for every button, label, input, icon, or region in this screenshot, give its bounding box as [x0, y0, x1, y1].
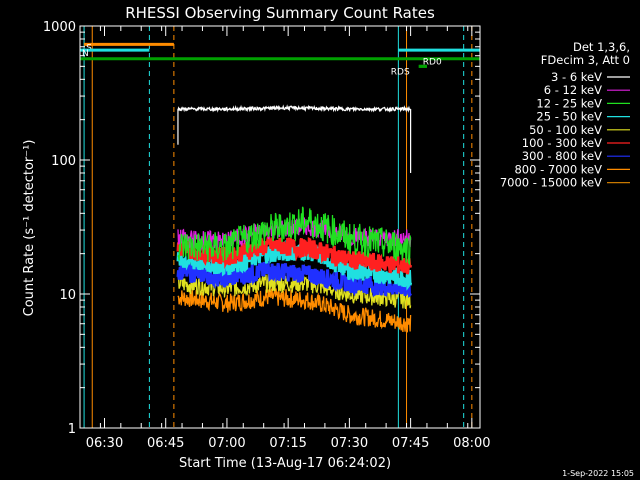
flag-label-3: RD0	[423, 57, 442, 67]
x-axis-label: Start Time (13-Aug-17 06:24:02)	[179, 456, 391, 471]
series-line-6	[176, 260, 412, 298]
legend-label-6: 300 - 800 keV	[522, 149, 602, 163]
x-tick-label-4: 07:30	[331, 436, 368, 451]
y-tick-label-3: 1000	[43, 20, 76, 35]
legend-header-1: FDecim 3, Att 0	[541, 53, 630, 67]
chart-title: RHESSI Observing Summary Count Rates	[125, 4, 435, 22]
y-axis-label: Count Rate (s⁻¹ detector⁻¹)	[22, 140, 37, 317]
x-tick-label-0: 06:30	[86, 436, 123, 451]
plot-area: SN RD0 RDS 1 10 100 1000 06:30 06:45 07:00 07:15 07…	[43, 20, 491, 451]
legend-header-0: Det 1,3,6,	[573, 40, 630, 54]
x-tick-label-1: 06:45	[147, 436, 184, 451]
plot-frame	[79, 25, 481, 429]
legend-label-8: 7000 - 15000 keV	[500, 176, 602, 190]
y-tick-label-0: 1	[68, 422, 76, 437]
x-tick-label-3: 07:15	[269, 436, 306, 451]
legend-label-7: 800 - 7000 keV	[514, 162, 602, 176]
legend-label-1: 6 - 12 keV	[544, 83, 602, 97]
series-line-5	[176, 236, 413, 275]
x-tick-label-6: 08:00	[453, 436, 490, 451]
flag-label-0: S	[86, 43, 92, 53]
flag-label-1: N	[82, 49, 89, 59]
x-tick-label-2: 07:00	[208, 436, 245, 451]
flag-label-4: RDS	[391, 67, 410, 77]
x-tick-label-5: 07:45	[392, 436, 429, 451]
series-line-2	[177, 206, 412, 266]
y-tick-label-2: 100	[51, 154, 76, 169]
legend-label-0: 3 - 6 keV	[551, 70, 602, 84]
series-line-7	[177, 288, 412, 333]
legend-label-5: 100 - 300 keV	[522, 136, 602, 150]
legend-label-4: 50 - 100 keV	[529, 123, 602, 137]
y-tick-label-1: 10	[59, 288, 76, 303]
legend-label-3: 25 - 50 keV	[536, 110, 602, 124]
legend-label-2: 12 - 25 keV	[536, 96, 602, 110]
generated-timestamp: 1-Sep-2022 15:05	[562, 469, 634, 478]
series-line-0	[177, 104, 412, 113]
